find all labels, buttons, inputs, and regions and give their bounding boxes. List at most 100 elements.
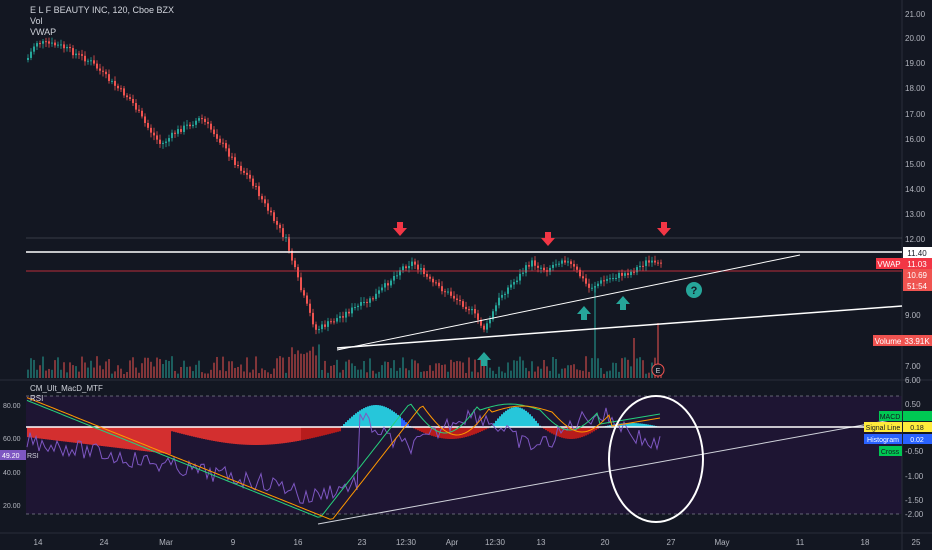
volume-bars [27,288,662,378]
candle-body [654,260,656,263]
histogram-bar [401,418,403,427]
volume-bar [450,359,452,378]
histogram-bar [161,427,163,454]
histogram-bar [569,427,571,439]
histogram-bar [89,427,91,445]
histogram-bar [375,405,377,427]
down-arrow-2-icon[interactable] [541,232,555,246]
candle-body [558,263,560,265]
rsi-tick: 20.00 [3,503,21,510]
histogram-bar [597,427,599,429]
volume-bar [213,362,215,378]
histogram-bar [565,427,567,439]
volume-bar [243,371,245,378]
volume-bar [204,373,206,378]
histogram-bar [293,427,295,442]
volume-bar [267,372,269,378]
price-tick: 19.00 [905,59,926,68]
volume-bar [150,361,152,378]
histogram-bar [475,427,477,434]
histogram-bar [45,427,47,440]
price-axis[interactable]: 21.00 20.00 19.00 18.00 17.00 16.00 15.00 14.00… [905,10,926,385]
vwap-value: 11.03 [907,260,927,269]
time-tick: 27 [667,538,676,547]
volume-bar [228,361,230,378]
histogram-bar [627,423,629,427]
candle-body [87,60,89,62]
candles [27,37,662,335]
histogram-bar [493,423,495,427]
candle-body [597,283,599,287]
histogram-bar [79,427,81,444]
candle-body [477,313,479,320]
rsi-background [26,396,902,514]
cross-name: Cross [881,449,900,456]
ascending-trendline-upper[interactable] [336,254,801,351]
volume-bar [414,360,416,378]
circle-annotation[interactable] [608,395,704,523]
candle-body [228,148,230,157]
histogram-bar [93,427,95,446]
candle-body [390,280,392,286]
indicator-tick: -0.50 [905,447,924,456]
volume-bar [417,363,419,378]
histogram-bar [357,411,359,427]
down-arrow-3-icon[interactable] [657,222,671,236]
down-arrow-1-icon[interactable] [393,222,407,236]
volume-bar [231,361,233,378]
volume-bar [429,365,431,378]
candle-body [354,307,356,309]
volume-bar [441,364,443,378]
histogram-bar [69,427,71,443]
histogram-bar [563,427,565,439]
histogram-bar [99,427,101,446]
legend-vwap[interactable]: VWAP [30,27,57,37]
candle-body [603,280,605,282]
volume-bar [156,357,158,378]
candle-body [657,262,659,264]
volume-bar [375,373,377,378]
volume-bar [240,364,242,378]
candle-body [579,269,581,277]
ascending-trendline-lower[interactable] [336,305,903,349]
histogram-bar [469,427,471,436]
up-arrow-1-icon[interactable] [477,352,491,366]
histogram-bar [155,427,157,453]
histogram-bar [183,427,185,435]
candle-body [501,294,503,298]
volume-bar [276,358,278,378]
candle-body [174,132,176,134]
candle-body [342,316,344,318]
histogram-bar [249,427,251,445]
legend-volume[interactable]: Vol [30,16,43,26]
question-mark-icon[interactable]: ? [686,282,702,298]
volume-bar [492,370,494,378]
histogram-name-tag [864,434,902,444]
price-tick: 16.00 [905,135,926,144]
histogram-bar [297,427,299,441]
up-arrow-3-icon[interactable] [616,296,630,310]
histogram-bar [47,427,49,440]
volume-bar [135,367,137,378]
volume-bar [606,371,608,378]
volume-value-tag [903,335,932,346]
up-arrow-2-icon[interactable] [577,306,591,320]
earnings-marker[interactable]: E [651,363,665,377]
legend-rsi-indicator[interactable]: RSI [30,394,44,403]
candle-body [381,287,383,291]
candle-body [288,237,290,251]
symbol-title[interactable]: E L F BEAUTY INC, 120, Cboe BZX [30,5,175,15]
histogram-bar [253,427,255,445]
histogram-bar [269,427,271,445]
volume-bar [468,357,470,378]
time-axis[interactable]: 14 24 Mar 9 16 23 12:30 Apr 12:30 13 20 27 May 11 18 25 [34,538,921,547]
candle-body [615,277,617,279]
price-pane[interactable] [0,0,902,380]
candle-body [336,318,338,322]
candle-body [456,298,458,300]
legend-macd-indicator[interactable]: CM_Ult_MacD_MTF [30,384,103,393]
candle-body [486,323,488,330]
volume-bar [588,371,590,378]
